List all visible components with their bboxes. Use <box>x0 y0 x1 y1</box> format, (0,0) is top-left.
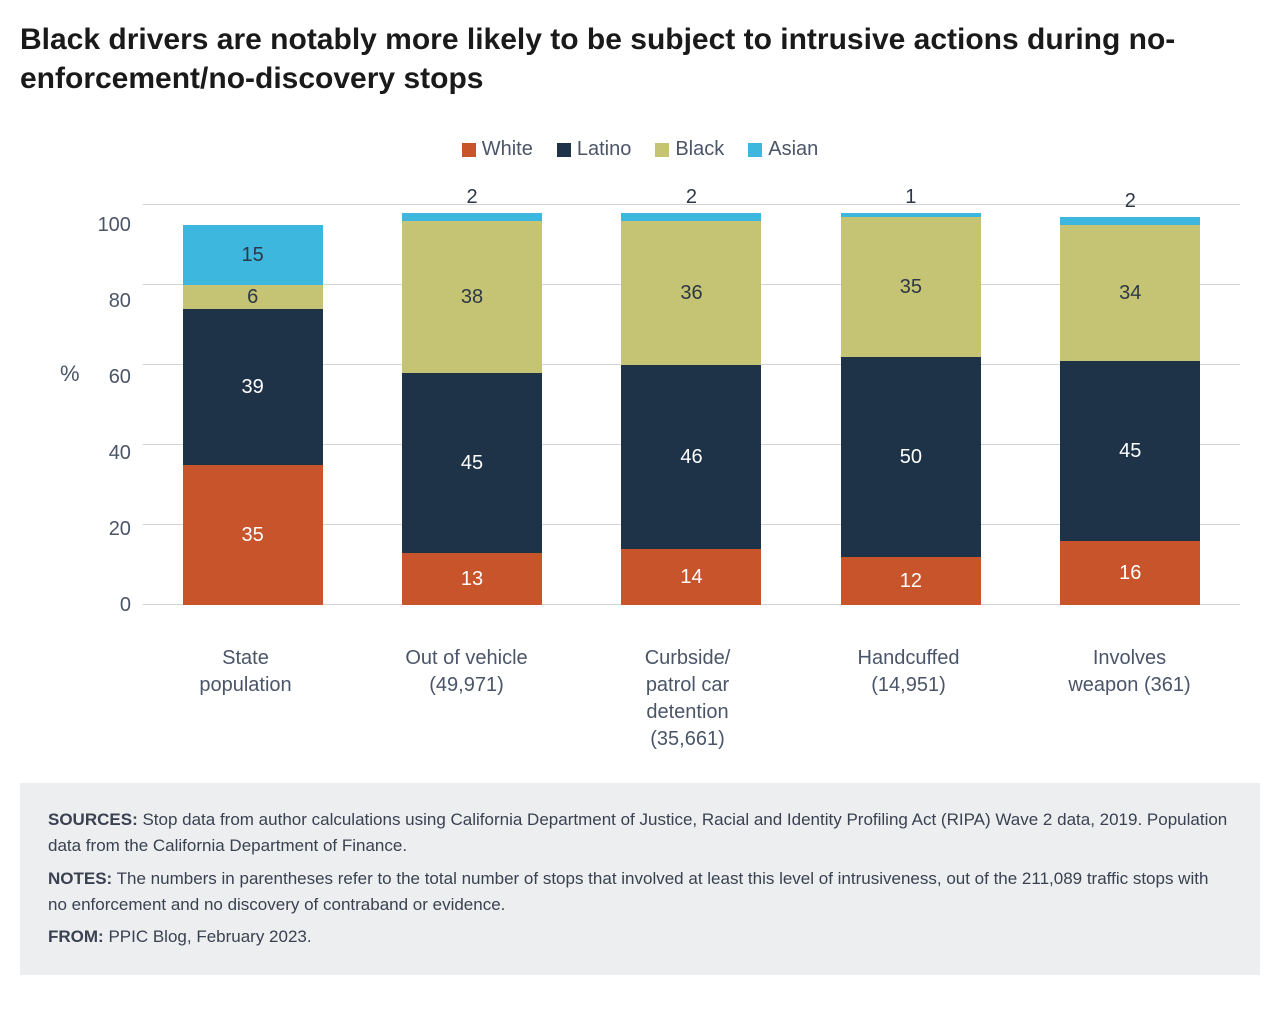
bar-segment: 6 <box>183 285 323 309</box>
bar-segment <box>1060 217 1200 225</box>
chart: % 100806040200 3539615134538214463621250… <box>60 181 1260 605</box>
legend: White Latino Black Asian <box>20 138 1260 161</box>
bar-value-label: 13 <box>461 568 483 591</box>
bar-segment: 13 <box>402 553 542 605</box>
bar-stack: 35 39 6 15 <box>183 225 323 605</box>
bar-segment: 35 <box>183 465 323 605</box>
bar-value-label: 15 <box>242 244 264 267</box>
bar-value-label: 12 <box>900 570 922 593</box>
x-axis-label-line: weapon (361) <box>1040 672 1220 699</box>
x-axis-label-line: (35,661) <box>598 726 778 753</box>
x-axis-label: Statepopulation <box>156 645 336 753</box>
x-axis-label-line: Handcuffed <box>819 645 999 672</box>
x-axis-label-line: State <box>156 645 336 672</box>
bar-segment: 50 <box>841 357 981 557</box>
legend-item: Asian <box>748 138 818 161</box>
bar-value-label: 39 <box>242 376 264 399</box>
y-tick: 60 <box>98 367 131 387</box>
bar-value-label: 45 <box>461 452 483 475</box>
legend-swatch <box>655 143 669 157</box>
bar-segment: 14 <box>621 549 761 605</box>
bar-stack: 12 50 35 <box>841 213 981 605</box>
footer-notes: SOURCES: Stop data from author calculati… <box>20 783 1260 975</box>
bar-segment: 35 <box>841 217 981 357</box>
y-axis-label: % <box>60 361 80 387</box>
x-axis-label-line: patrol car <box>598 672 778 699</box>
bar-column: 35 39 6 15 <box>183 205 323 605</box>
legend-label: Latino <box>577 138 632 161</box>
bar-segment <box>402 213 542 221</box>
x-axis-label-line: Involves <box>1040 645 1220 672</box>
bar-segment: 38 <box>402 221 542 373</box>
bar-segment: 45 <box>402 373 542 553</box>
bar-segment: 46 <box>621 365 761 549</box>
bar-column: 1345382 <box>402 205 542 605</box>
chart-title: Black drivers are notably more likely to… <box>20 20 1260 98</box>
bar-segment: 36 <box>621 221 761 365</box>
bar-value-label: 14 <box>680 566 702 589</box>
y-tick: 20 <box>98 519 131 539</box>
bar-value-label: 35 <box>900 276 922 299</box>
bar-value-label: 50 <box>900 446 922 469</box>
sources-text: Stop data from author calculations using… <box>48 810 1227 855</box>
legend-swatch <box>462 143 476 157</box>
bar-column: 1250351 <box>841 205 981 605</box>
bar-segment <box>621 213 761 221</box>
x-axis-label-line: detention <box>598 699 778 726</box>
legend-label: Black <box>675 138 724 161</box>
x-axis-label-line: Curbside/ <box>598 645 778 672</box>
bar-value-label: 34 <box>1119 282 1141 305</box>
bar-value-label: 35 <box>242 524 264 547</box>
x-axis-label-line: population <box>156 672 336 699</box>
bar-segment: 45 <box>1060 361 1200 541</box>
legend-item: Black <box>655 138 724 161</box>
bar-stack: 13 45 38 <box>402 213 542 605</box>
bar-top-label: 2 <box>402 186 542 209</box>
bar-value-label: 6 <box>247 286 258 309</box>
notes-text: The numbers in parentheses refer to the … <box>48 869 1208 914</box>
plot-area: 35 39 6 15 13 45 38 2 14 46 36 2 12 50 35 1 16 45 34 2 <box>143 181 1260 605</box>
bar-top-label: 1 <box>841 186 981 209</box>
sources-label: SOURCES: <box>48 810 138 829</box>
bar-segment: 12 <box>841 557 981 605</box>
bar-segment: 39 <box>183 309 323 465</box>
y-tick: 0 <box>98 595 131 615</box>
from-text: PPIC Blog, February 2023. <box>104 927 312 946</box>
x-axis-label-line: Out of vehicle <box>377 645 557 672</box>
bar-value-label: 16 <box>1119 562 1141 585</box>
y-tick: 100 <box>98 215 131 235</box>
from-label: FROM: <box>48 927 104 946</box>
bar-value-label: 38 <box>461 286 483 309</box>
bar-column: 1645342 <box>1060 205 1200 605</box>
y-axis: 100806040200 <box>98 181 143 605</box>
legend-swatch <box>557 143 571 157</box>
bar-stack: 16 45 34 <box>1060 217 1200 605</box>
x-axis-label: Out of vehicle(49,971) <box>377 645 557 753</box>
x-axis-labels: Statepopulation Out of vehicle(49,971) Cur… <box>135 645 1240 753</box>
y-tick: 80 <box>98 291 131 311</box>
notes-label: NOTES: <box>48 869 112 888</box>
legend-item: Latino <box>557 138 632 161</box>
bar-stack: 14 46 36 <box>621 213 761 605</box>
legend-item: White <box>462 138 533 161</box>
bar-value-label: 46 <box>680 446 702 469</box>
bar-value-label: 45 <box>1119 440 1141 463</box>
bar-top-label: 2 <box>1060 190 1200 213</box>
bar-segment: 34 <box>1060 225 1200 361</box>
bar-column: 1446362 <box>621 205 761 605</box>
x-axis-label-line: (49,971) <box>377 672 557 699</box>
bar-value-label: 36 <box>680 282 702 305</box>
bar-top-label: 2 <box>621 186 761 209</box>
x-axis-label: Curbside/patrol cardetention(35,661) <box>598 645 778 753</box>
x-axis-label-line: (14,951) <box>819 672 999 699</box>
legend-label: White <box>482 138 533 161</box>
x-axis-label: Handcuffed(14,951) <box>819 645 999 753</box>
x-axis-label: Involvesweapon (361) <box>1040 645 1220 753</box>
bar-segment: 16 <box>1060 541 1200 605</box>
legend-swatch <box>748 143 762 157</box>
bar-segment: 15 <box>183 225 323 285</box>
legend-label: Asian <box>768 138 818 161</box>
y-tick: 40 <box>98 443 131 463</box>
